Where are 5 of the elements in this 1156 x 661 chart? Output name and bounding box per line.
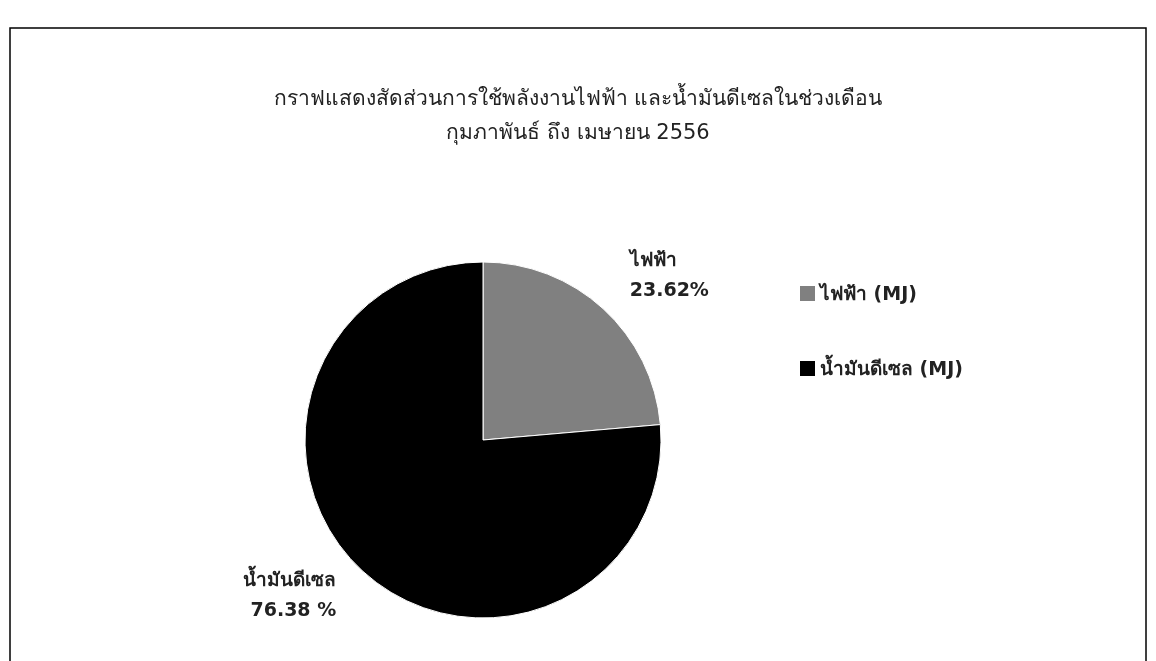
chart-title: กราฟแสดงสัดส่วนการใช้พลังงานไฟฟ้า และน้ำมันดีเซลในช่วงเดือน กุมภาพันธ์ ถึง เมษายน 2556 [273, 83, 883, 145]
legend-label: ไฟฟ้า (MJ) [818, 282, 917, 304]
legend-label: น้ำมันดีเซล (MJ) [820, 354, 963, 379]
data-label: ไฟฟ้า 23.62% [627, 247, 709, 300]
data-label: น้ำมันดีเซล 76.38 % [243, 565, 337, 621]
